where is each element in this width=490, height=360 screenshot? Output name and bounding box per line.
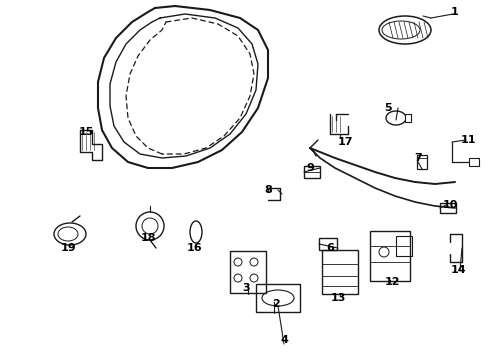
- Text: 1: 1: [451, 7, 459, 17]
- Text: 11: 11: [460, 135, 476, 145]
- Text: 16: 16: [186, 243, 202, 253]
- Text: 6: 6: [326, 243, 334, 253]
- Text: 2: 2: [272, 299, 280, 309]
- Bar: [405, 114, 411, 122]
- Bar: [319, 238, 337, 250]
- Text: 5: 5: [384, 103, 392, 113]
- Bar: [322, 250, 358, 294]
- Text: 4: 4: [280, 335, 288, 345]
- Bar: [304, 166, 320, 178]
- Text: 9: 9: [306, 163, 314, 173]
- Text: 10: 10: [442, 200, 458, 210]
- Bar: [396, 236, 412, 256]
- Text: 7: 7: [414, 153, 422, 163]
- Text: 8: 8: [264, 185, 272, 195]
- Bar: [256, 284, 300, 312]
- Text: 18: 18: [140, 233, 156, 243]
- Text: 14: 14: [450, 265, 466, 275]
- Bar: [230, 251, 266, 293]
- Text: 19: 19: [60, 243, 76, 253]
- Text: 12: 12: [384, 277, 400, 287]
- Text: 17: 17: [337, 137, 353, 147]
- Text: 3: 3: [242, 283, 250, 293]
- Bar: [417, 155, 427, 169]
- Text: 15: 15: [78, 127, 94, 137]
- Text: 13: 13: [330, 293, 345, 303]
- Bar: [370, 231, 410, 281]
- Bar: [469, 158, 479, 166]
- Bar: [440, 203, 456, 213]
